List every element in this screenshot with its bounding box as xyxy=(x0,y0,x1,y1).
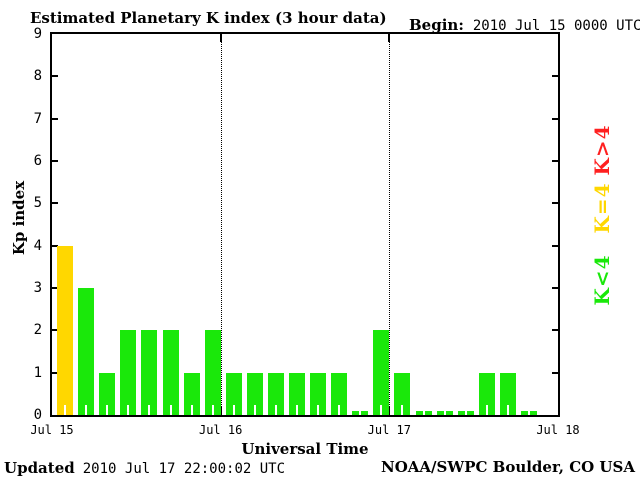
kp-bar xyxy=(352,405,369,415)
y-tick-right xyxy=(552,75,558,77)
bar-tick-notch xyxy=(148,405,151,415)
legend-item: K>4 xyxy=(590,124,614,176)
y-tick-left xyxy=(52,75,58,77)
updated-label: Updated xyxy=(4,459,75,477)
top-day-tick xyxy=(388,34,390,42)
y-tick-label: 9 xyxy=(33,26,42,42)
kp-bar xyxy=(289,373,305,415)
plot-area xyxy=(50,32,560,417)
bar-tick-notch xyxy=(64,405,67,415)
bar-tick-notch xyxy=(274,405,277,415)
y-tick-left xyxy=(52,202,58,204)
bar-tick-notch xyxy=(527,405,530,415)
kp-bar xyxy=(310,373,327,415)
y-tick-left xyxy=(52,118,58,120)
kp-bar xyxy=(183,373,200,415)
top-day-tick xyxy=(220,34,222,42)
y-tick-label: 7 xyxy=(33,110,42,127)
bar-tick-notch xyxy=(253,405,256,415)
kp-bar xyxy=(57,246,74,415)
y-tick-label: 0 xyxy=(33,407,42,423)
y-tick-right xyxy=(552,118,558,120)
kp-bar xyxy=(436,405,453,415)
kp-bar xyxy=(331,373,348,415)
x-tick-label: Jul 15 xyxy=(30,423,74,437)
bar-tick-notch xyxy=(380,405,383,415)
y-tick-label: 8 xyxy=(33,68,42,85)
bar-tick-notch xyxy=(85,405,88,415)
bar-tick-notch xyxy=(169,405,172,415)
day-gridline xyxy=(221,34,222,415)
bar-tick-notch xyxy=(422,405,425,415)
bar-tick-notch xyxy=(506,405,509,415)
y-tick-label: 4 xyxy=(33,237,42,254)
begin-value: 2010 Jul 15 0000 UTC xyxy=(472,18,640,34)
y-tick-right xyxy=(552,202,558,204)
bar-tick-notch xyxy=(485,405,488,415)
kp-bar xyxy=(204,330,221,415)
kp-bar xyxy=(478,373,495,415)
y-tick-label: 5 xyxy=(33,195,42,212)
bar-tick-notch xyxy=(401,405,404,415)
kp-bar xyxy=(499,373,516,415)
bar-tick-notch xyxy=(443,405,446,415)
kp-bar xyxy=(120,330,137,415)
y-tick-right xyxy=(552,372,558,374)
y-tick-label: 2 xyxy=(33,322,42,339)
y-tick-label: 1 xyxy=(33,364,42,381)
y-tick-right xyxy=(552,329,558,331)
bar-tick-notch xyxy=(106,405,109,415)
bar-tick-notch xyxy=(127,405,130,415)
kp-bar xyxy=(78,288,95,415)
legend-item: K<4 xyxy=(590,254,614,306)
kp-bar xyxy=(267,373,284,415)
x-axis-title: Universal Time xyxy=(241,440,369,458)
bar-tick-notch xyxy=(296,405,298,415)
y-tick-label: 6 xyxy=(33,153,42,169)
kp-bar xyxy=(225,373,242,415)
y-tick-left xyxy=(52,245,58,247)
day-gridline xyxy=(389,34,390,415)
credit-text: NOAA/SWPC Boulder, CO USA xyxy=(380,458,635,476)
kp-bar xyxy=(246,373,263,415)
bar-tick-notch xyxy=(464,405,467,415)
bar-tick-notch xyxy=(338,405,341,415)
begin-label: Begin: xyxy=(409,16,464,34)
begin-time: Begin: 2010 Jul 15 0000 UTC xyxy=(409,15,640,34)
y-tick-right xyxy=(552,287,558,289)
x-tick-label: Jul 16 xyxy=(198,423,243,437)
legend-item: K=4 xyxy=(590,182,614,234)
bar-tick-notch xyxy=(190,405,193,415)
x-tick-label: Jul 18 xyxy=(536,423,580,437)
kp-bar xyxy=(99,373,116,415)
y-tick-right xyxy=(552,160,558,162)
kp-bar xyxy=(457,405,474,415)
updated-value: 2010 Jul 17 22:00:02 UTC xyxy=(82,461,286,477)
y-tick-left xyxy=(52,160,58,162)
kp-bar xyxy=(162,330,179,415)
y-tick-left xyxy=(52,372,58,374)
bar-tick-notch xyxy=(232,405,235,415)
y-tick-right xyxy=(552,245,558,247)
kp-bar xyxy=(141,330,158,415)
kp-bar xyxy=(415,405,432,415)
kp-bar xyxy=(373,330,390,415)
chart-title: Estimated Planetary K index (3 hour data… xyxy=(30,9,387,27)
bar-tick-notch xyxy=(211,405,214,415)
bar-tick-notch xyxy=(359,405,362,415)
y-tick-label: 3 xyxy=(33,280,42,296)
kp-bar xyxy=(520,405,537,415)
kp-bar xyxy=(394,373,411,415)
bar-tick-notch xyxy=(317,405,320,415)
y-tick-left xyxy=(52,329,58,331)
x-tick-label: Jul 17 xyxy=(367,423,411,437)
bottom-day-tick xyxy=(220,407,222,415)
updated-text: Updated 2010 Jul 17 22:00:02 UTC xyxy=(4,458,285,477)
y-tick-left xyxy=(52,287,58,289)
